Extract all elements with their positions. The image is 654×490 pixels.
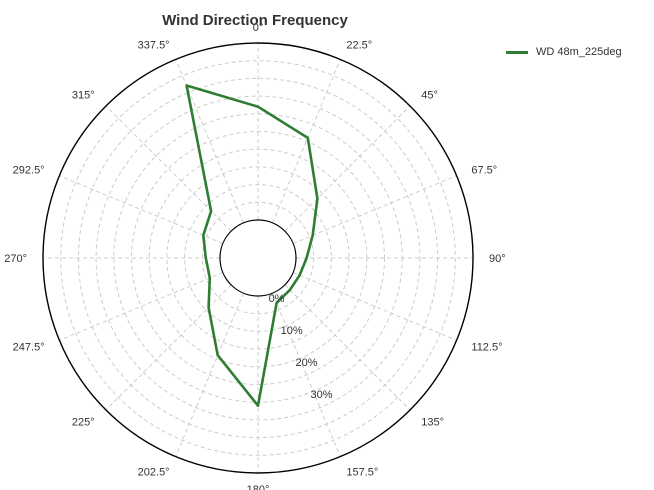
angle-label: 180°: [247, 484, 270, 490]
grid-spoke: [59, 272, 224, 341]
grid-spoke: [105, 284, 232, 411]
angle-label: 157.5°: [346, 466, 378, 478]
angle-label: 270°: [4, 253, 27, 265]
grid-layer: [42, 42, 474, 474]
grid-spoke: [105, 105, 232, 232]
angle-label: 67.5°: [471, 165, 497, 177]
grid-spoke: [59, 175, 224, 244]
angle-label: 292.5°: [13, 165, 45, 177]
angle-label: 0°: [253, 22, 264, 34]
inner-circle: [219, 219, 297, 297]
radial-label: 30%: [310, 389, 332, 401]
angle-label: 90°: [489, 253, 506, 265]
grid-spoke: [284, 105, 411, 232]
chart-title: Wind Direction Frequency: [162, 12, 348, 29]
series-layer: [185, 84, 319, 408]
grid-ring: [95, 95, 421, 421]
angle-label: 337.5°: [138, 40, 170, 52]
angle-label: 315°: [72, 90, 95, 102]
grid-ring: [60, 60, 456, 456]
grid-spoke: [272, 59, 341, 224]
legend-label: WD 48m_225deg: [536, 46, 622, 58]
angle-label: 202.5°: [138, 466, 170, 478]
grid-spoke: [272, 292, 341, 457]
angle-label: 112.5°: [471, 341, 502, 353]
grid-spoke: [284, 284, 411, 411]
angle-label: 22.5°: [346, 40, 372, 52]
angle-label: 225°: [72, 416, 95, 428]
legend: WD 48m_225deg: [506, 46, 622, 58]
grid-ring: [131, 131, 385, 385]
angle-label: 135°: [421, 416, 444, 428]
radial-label: 10%: [281, 325, 303, 337]
angle-label: 247.5°: [13, 341, 45, 353]
grid-ring: [166, 166, 350, 350]
label-layer: 0° 22.5° 45° 67.5° 90° 112.5° 135° 157.5° 180° 20…: [4, 22, 505, 490]
grid-spoke: [292, 272, 457, 341]
radial-label: 0%: [269, 293, 285, 305]
radial-label: 20%: [295, 357, 317, 369]
legend-swatch: [506, 50, 528, 54]
angle-label: 45°: [421, 90, 438, 102]
grid-spoke: [175, 292, 244, 457]
grid-spoke: [292, 175, 457, 244]
outer-circle: [42, 42, 474, 474]
